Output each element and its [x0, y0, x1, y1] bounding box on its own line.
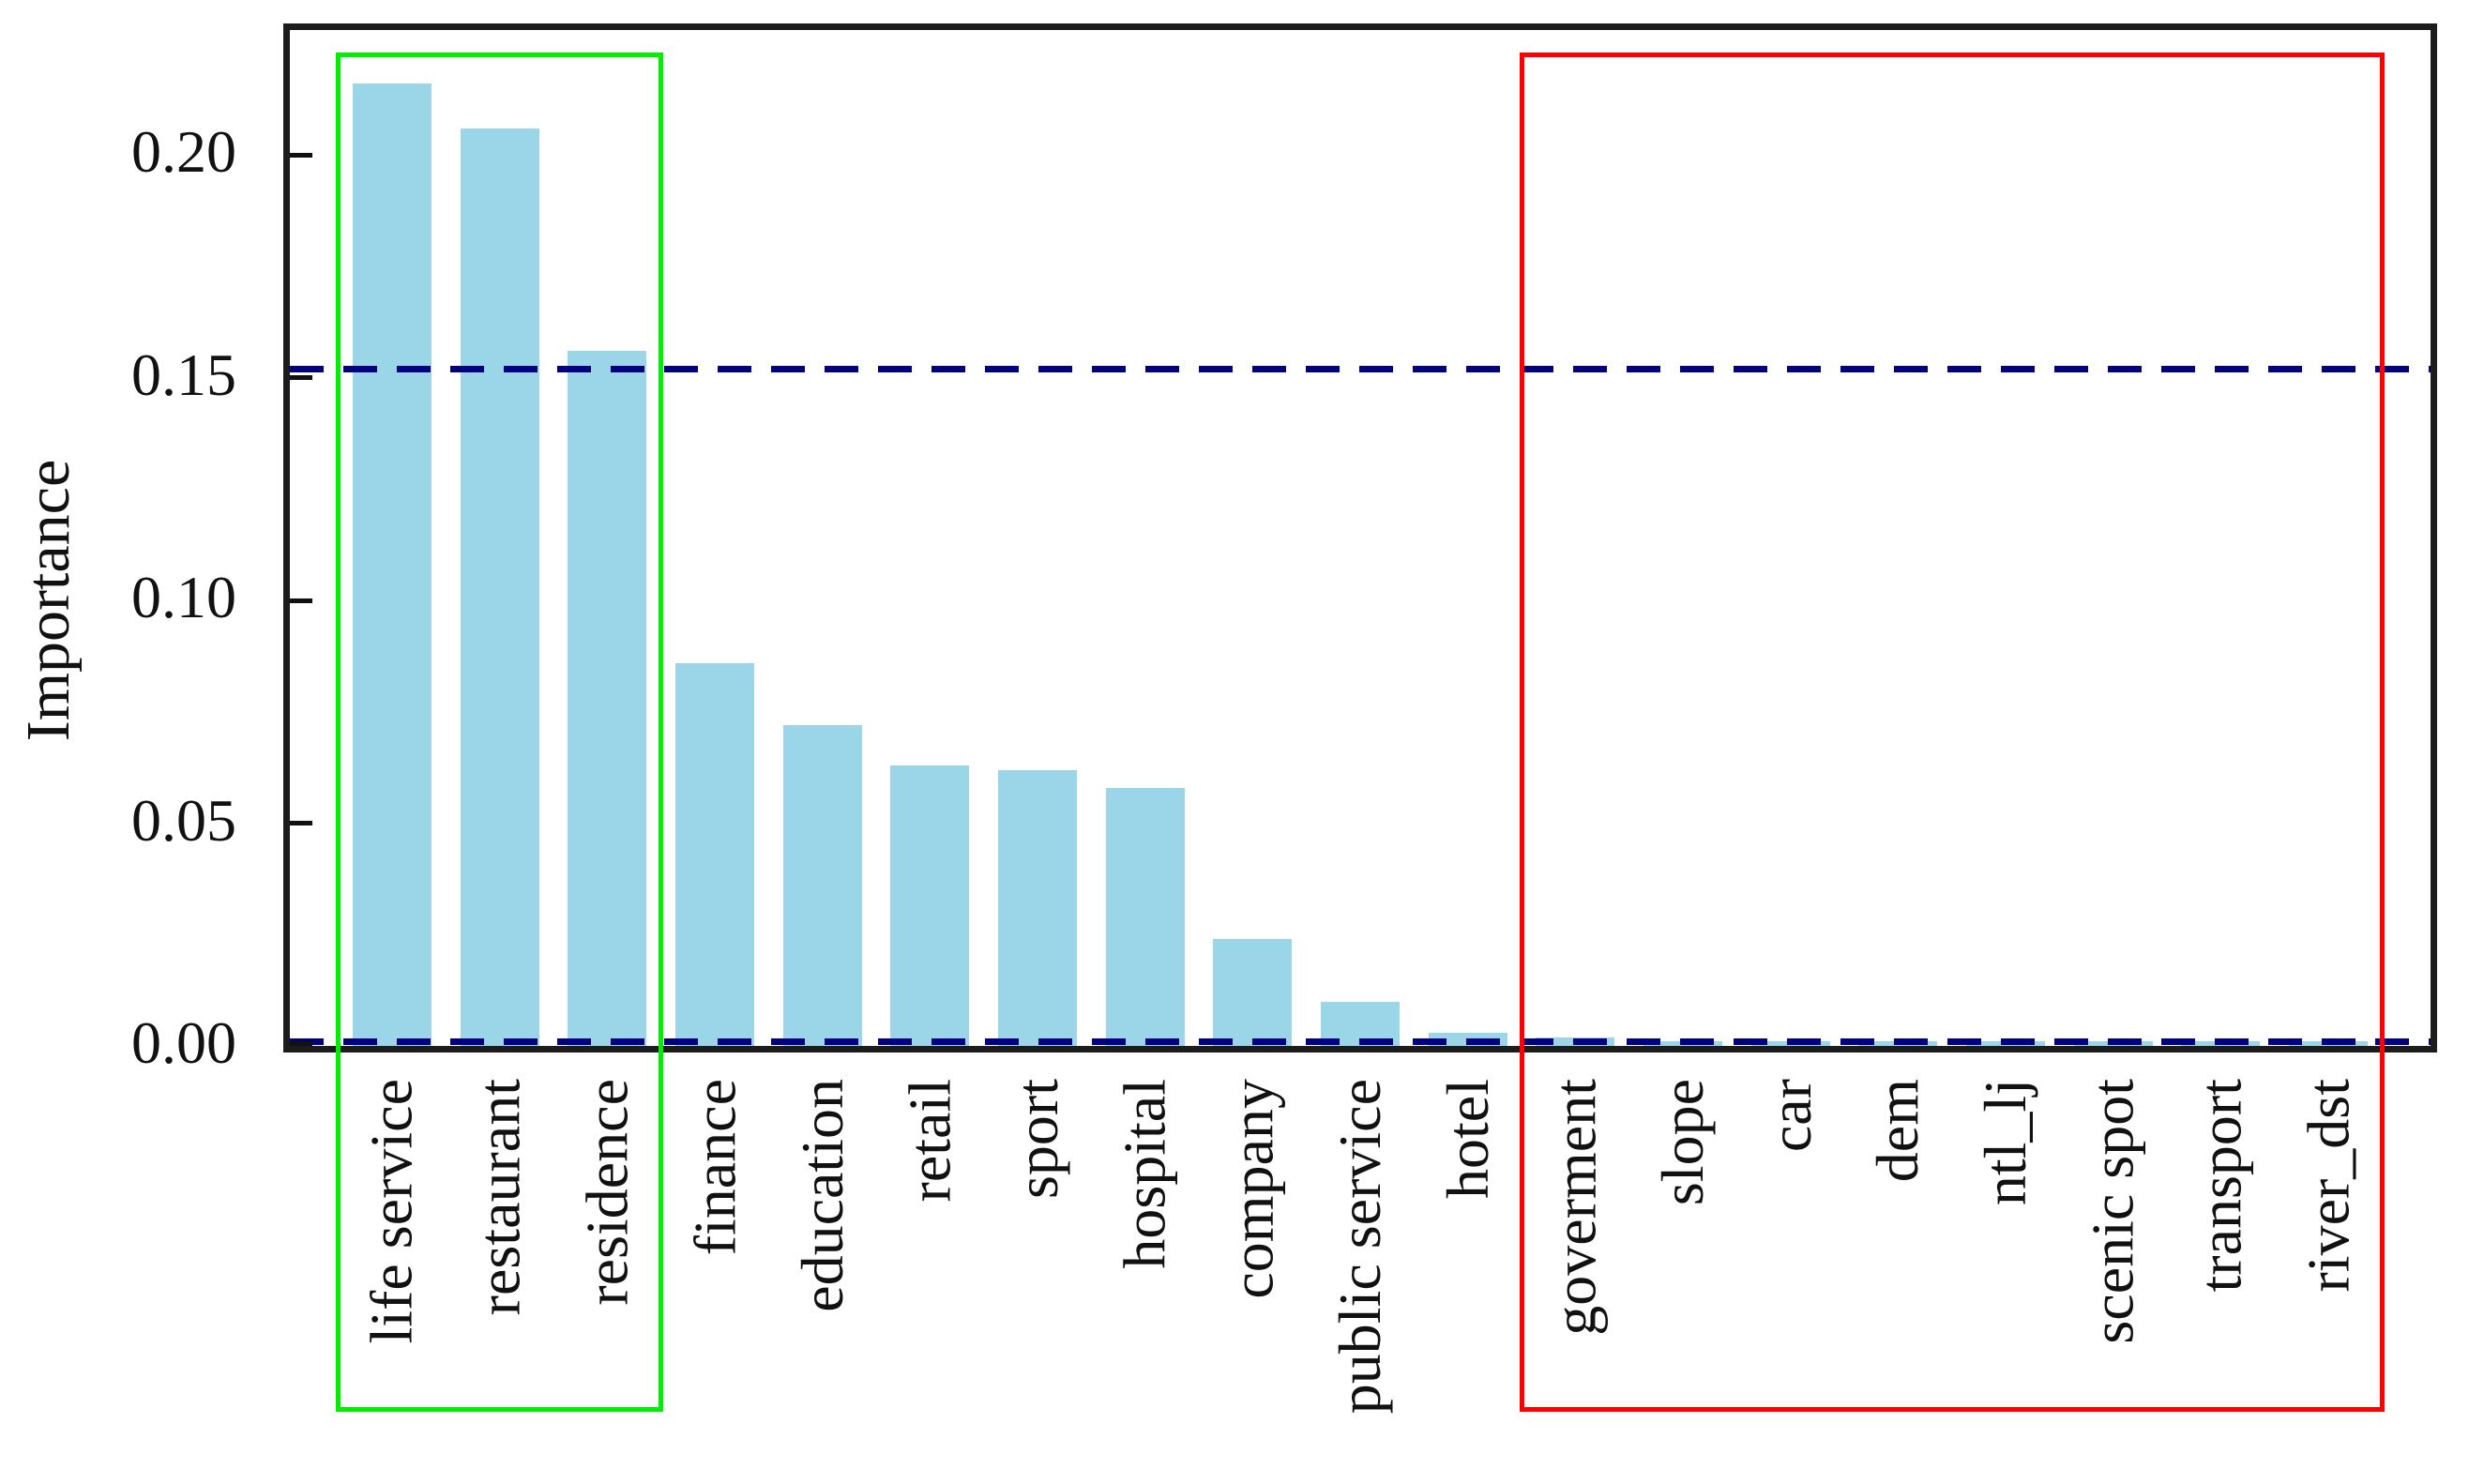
y-tick-label: 0.05: [131, 786, 236, 854]
plot-area: [283, 23, 2437, 1052]
threshold-line-upper: [290, 365, 2431, 372]
bar-life-service: [352, 83, 432, 1046]
x-tick-label-retail: retail: [896, 1079, 963, 1203]
highlight-box-green: [336, 53, 663, 1412]
y-tick-label: 0.15: [131, 341, 236, 408]
x-tick-label-education: education: [788, 1079, 856, 1312]
bar-sport: [997, 769, 1077, 1046]
x-tick-label-public-service: public service: [1326, 1079, 1393, 1415]
threshold-line-zero: [290, 1037, 2431, 1045]
x-tick-label-finance: finance: [680, 1079, 748, 1256]
highlight-box-red: [1519, 53, 2385, 1412]
bar-restaurant: [460, 128, 539, 1046]
y-tick-mark: [290, 598, 312, 603]
y-tick-mark: [290, 375, 312, 380]
x-tick-label-company: company: [1219, 1079, 1286, 1299]
y-tick-mark: [290, 1041, 312, 1046]
y-axis-title: Importance: [14, 459, 83, 742]
x-tick-label-hospital: hospital: [1111, 1079, 1178, 1269]
y-tick-label: 0.10: [131, 564, 236, 631]
y-tick-label: 0.00: [131, 1009, 236, 1077]
x-tick-label-hotel: hotel: [1433, 1079, 1501, 1199]
bar-hospital: [1105, 787, 1185, 1046]
y-tick-label: 0.20: [131, 118, 236, 186]
bar-finance: [674, 662, 754, 1046]
y-tick-mark: [290, 821, 312, 825]
bar-retail: [890, 765, 970, 1046]
x-tick-label-sport: sport: [1003, 1079, 1070, 1199]
bar-education: [782, 725, 862, 1046]
bar-company: [1213, 939, 1293, 1046]
bar-residence: [568, 351, 647, 1046]
y-tick-mark: [290, 152, 312, 158]
